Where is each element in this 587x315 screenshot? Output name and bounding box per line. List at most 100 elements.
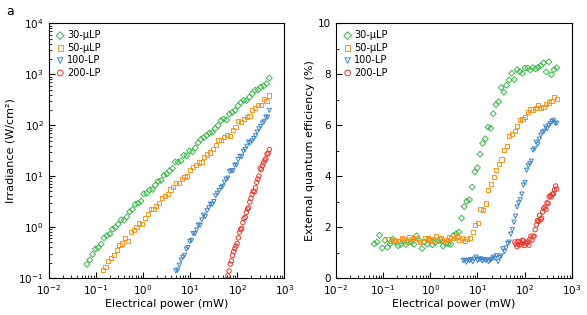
200-LP <box>539 206 548 211</box>
50-μLP <box>436 236 446 241</box>
30-μLP <box>96 242 106 247</box>
30-μLP <box>515 69 524 74</box>
100-LP <box>252 129 262 135</box>
30-μLP <box>541 69 551 74</box>
200-LP <box>522 241 531 246</box>
100-LP <box>241 147 250 152</box>
100-LP <box>471 255 481 260</box>
100-LP <box>519 183 528 188</box>
50-μLP <box>507 131 517 136</box>
50-μLP <box>426 237 435 242</box>
30-μLP <box>188 149 197 154</box>
100-LP <box>214 188 224 193</box>
100-LP <box>542 126 552 131</box>
200-LP <box>528 234 538 239</box>
50-μLP <box>112 248 122 253</box>
100-LP <box>468 259 477 264</box>
50-μLP <box>434 239 443 244</box>
200-LP <box>525 237 535 242</box>
100-LP <box>479 257 488 262</box>
200-LP <box>514 242 524 247</box>
100-LP <box>254 126 264 131</box>
200-LP <box>537 215 546 220</box>
200-LP <box>535 213 544 218</box>
50-μLP <box>228 127 237 132</box>
100-LP <box>536 133 545 138</box>
200-LP <box>253 177 262 182</box>
100-LP <box>245 140 255 145</box>
200-LP <box>237 226 247 231</box>
200-LP <box>521 240 530 245</box>
30-μLP <box>222 117 231 123</box>
100-LP <box>531 140 541 145</box>
30-μLP <box>202 133 211 138</box>
100-LP <box>201 214 210 219</box>
50-μLP <box>515 117 525 123</box>
200-LP <box>538 209 548 215</box>
50-μLP <box>465 235 475 240</box>
50-μLP <box>171 180 181 186</box>
50-μLP <box>444 234 454 239</box>
30-μLP <box>85 257 95 262</box>
50-μLP <box>542 102 551 107</box>
100-LP <box>211 193 220 198</box>
100-LP <box>206 202 215 207</box>
30-μLP <box>504 77 514 83</box>
50-μLP <box>510 129 519 134</box>
30-μLP <box>518 71 527 76</box>
50-μLP <box>137 221 147 226</box>
100-LP <box>535 137 544 142</box>
100-LP <box>203 208 212 213</box>
50-μLP <box>484 188 493 193</box>
30-μLP <box>430 240 440 245</box>
100-LP <box>512 204 522 209</box>
30-μLP <box>91 246 100 251</box>
50-μLP <box>394 239 404 244</box>
100-LP <box>490 256 500 261</box>
200-LP <box>523 239 532 244</box>
100-LP <box>225 169 234 174</box>
200-LP <box>254 174 264 179</box>
30-μLP <box>539 60 548 66</box>
100-LP <box>520 180 529 185</box>
100-LP <box>511 214 520 219</box>
30-μLP <box>465 198 474 203</box>
50-μLP <box>518 117 527 122</box>
200-LP <box>532 222 541 227</box>
100-LP <box>256 124 265 129</box>
50-μLP <box>452 234 461 239</box>
50-μLP <box>447 235 456 240</box>
50-μLP <box>251 106 260 111</box>
30-μLP <box>113 222 123 227</box>
50-μLP <box>410 235 420 240</box>
100-LP <box>467 257 476 262</box>
50-μLP <box>203 152 212 157</box>
200-LP <box>262 152 272 157</box>
30-μLP <box>128 207 137 212</box>
50-μLP <box>109 253 119 258</box>
200-LP <box>245 199 255 204</box>
200-LP <box>552 186 561 192</box>
200-LP <box>228 253 237 258</box>
30-μLP <box>173 159 183 164</box>
30-μLP <box>409 242 419 247</box>
30-μLP <box>497 85 506 90</box>
30-μLP <box>404 239 413 244</box>
200-LP <box>519 238 528 243</box>
50-μLP <box>183 173 192 178</box>
30-μLP <box>544 59 554 64</box>
30-μLP <box>191 146 200 151</box>
100-LP <box>187 238 196 243</box>
30-μLP <box>380 238 390 243</box>
100-LP <box>495 255 504 260</box>
200-LP <box>514 239 523 244</box>
30-μLP <box>216 118 225 123</box>
30-μLP <box>142 191 151 196</box>
30-μLP <box>428 242 437 247</box>
50-μLP <box>231 125 240 130</box>
100-LP <box>514 200 524 205</box>
200-LP <box>225 261 235 266</box>
50-μLP <box>106 255 116 260</box>
50-μLP <box>523 109 532 114</box>
100-LP <box>265 108 274 113</box>
